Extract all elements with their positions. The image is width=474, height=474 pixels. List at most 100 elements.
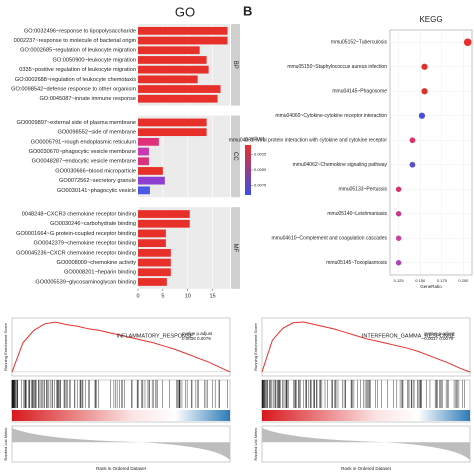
bar — [138, 239, 166, 248]
x-tick-label: 10 — [185, 293, 191, 299]
bar — [138, 219, 190, 228]
metric-area — [12, 428, 230, 460]
legend-title: p.adjust — [245, 136, 265, 142]
bar — [138, 147, 149, 156]
bar — [138, 248, 171, 257]
bar — [138, 258, 171, 267]
legend-tick-label: 0.0025 — [254, 151, 267, 156]
category-label: mmu05150~Staphylococcus aureus infection — [287, 64, 387, 70]
es-frame — [11, 317, 231, 377]
bar — [138, 94, 218, 103]
dot — [418, 112, 426, 119]
bar — [138, 75, 198, 84]
es-frame — [261, 317, 471, 377]
category-label: mmu04145~Phagosome — [332, 89, 387, 95]
chart-title: KEGG — [419, 15, 442, 24]
category-label: GO:0002688~regulation of leukocyte chemo… — [15, 77, 136, 83]
category-label: GO:0050900~leukocyte migration — [53, 57, 137, 63]
category-label: GO:0032496~response to lipopolysaccharid… — [24, 28, 136, 34]
x-axis-label: Rank in Ordered Dataset — [341, 466, 392, 471]
category-label: GO:0002685~regulation of leukocyte migra… — [20, 48, 136, 54]
es-curve — [11, 321, 231, 373]
category-label: GO0005539~glycosaminoglycan binding — [35, 279, 136, 285]
category-label: GO0008009~chemokine activity — [57, 260, 137, 266]
x-tick-label: 0 — [136, 293, 139, 299]
category-label: GO:0098542~defense response to other org… — [11, 87, 136, 93]
bar — [138, 65, 209, 74]
x-tick-label: 15 — [210, 293, 216, 299]
dot — [395, 186, 402, 192]
bar — [138, 56, 207, 64]
bar — [138, 128, 207, 137]
y-axis-label: Running Enrichment Score — [3, 322, 8, 371]
category-label: 0002237~response to molecule of bacteria… — [14, 38, 136, 44]
bar — [138, 157, 149, 166]
panel-background — [138, 207, 230, 289]
category-label: mmu04061~Viral protein interaction with … — [229, 138, 388, 144]
dot — [395, 260, 402, 266]
dot — [463, 38, 472, 47]
facet-strip — [231, 115, 240, 198]
annotation: INTERFERON_GAMMA_RESPONSE — [362, 333, 456, 339]
x-tick-label: 0.150 — [415, 278, 426, 283]
facet-label: CC — [232, 152, 238, 161]
stats-header: pvalue p.adjust — [182, 331, 213, 336]
category-label: GO0042379~chemokine receptor binding — [34, 241, 136, 247]
bar — [138, 118, 207, 127]
facet-strip — [231, 207, 240, 289]
x-tick-label: 0.200 — [458, 278, 469, 283]
category-label: GO0048287~endocytic vesicle membrane — [32, 159, 136, 165]
category-label: mmu04610~Complement and coagulation casc… — [272, 236, 388, 242]
dot — [409, 161, 416, 168]
bar — [138, 137, 159, 146]
dot — [395, 235, 402, 241]
category-label: GO0005791~rough endoplasmic reticulum — [31, 139, 137, 145]
category-label: GO0098552~side of membrane — [57, 130, 136, 136]
category-label: GO:0045087~innate immune response — [39, 96, 136, 102]
stats-header: pvalue p.adjust — [424, 331, 455, 336]
category-label: 0335~positive regulation of leukocyte mi… — [19, 67, 136, 73]
bar — [138, 85, 221, 93]
panel-frame — [389, 29, 473, 276]
bar — [138, 36, 228, 45]
category-label: 0048248~CXCR3 chemokine receptor binding — [22, 212, 136, 218]
category-label: mmu05140~Leishmaniasis — [327, 211, 387, 217]
category-label: mmu05133~Pertussis — [339, 187, 388, 193]
metric-area — [262, 428, 470, 460]
bar — [138, 46, 200, 55]
x-tick-label: 5 — [161, 293, 164, 299]
x-tick-label: 0.175 — [437, 278, 448, 283]
panel-background — [138, 115, 230, 198]
es-curve — [261, 321, 471, 373]
stats: 0.0018 0.0079 — [182, 336, 211, 341]
facet-label: MF — [232, 244, 238, 253]
category-label: mmu05145~Toxoplasmosis — [326, 260, 387, 266]
bar — [138, 278, 167, 286]
category-label: mmu04062~Chemokine signaling pathway — [293, 162, 388, 168]
facet-label: BP — [232, 61, 238, 69]
panel-label: B — [243, 3, 252, 18]
bar — [138, 268, 171, 277]
category-label: GO0030666~blood microparticle — [55, 168, 136, 174]
x-axis-label: GeneRatio — [420, 284, 442, 289]
category-label: GO0009897~external side of plasma membra… — [16, 120, 136, 126]
legend-tick-label: 0.0075 — [254, 183, 267, 188]
y-axis-label-2: Ranked List Metric — [3, 427, 8, 460]
category-label: GO0008201~heparin binding — [64, 270, 136, 276]
category-label: GO0030670~phagocytic vesicle membrane — [29, 149, 136, 155]
bar — [138, 26, 228, 35]
x-axis-label: Rank in Ordered Dataset — [96, 466, 147, 471]
x-tick-label: 0.125 — [394, 278, 405, 283]
category-label: mmu05152~Tuberculosis — [331, 40, 388, 46]
category-label: mmu04060~Cytokine-cytokine receptor inte… — [275, 113, 387, 119]
legend-tick-label: 0.0050 — [254, 167, 267, 172]
legend-colorbar — [245, 145, 251, 195]
rank-bar — [12, 410, 230, 421]
category-label: GO0001664~G protein-coupled receptor bin… — [16, 231, 136, 237]
panel-background — [138, 24, 230, 106]
dot — [409, 137, 416, 144]
facet-strip — [231, 24, 240, 106]
bar — [138, 186, 150, 195]
